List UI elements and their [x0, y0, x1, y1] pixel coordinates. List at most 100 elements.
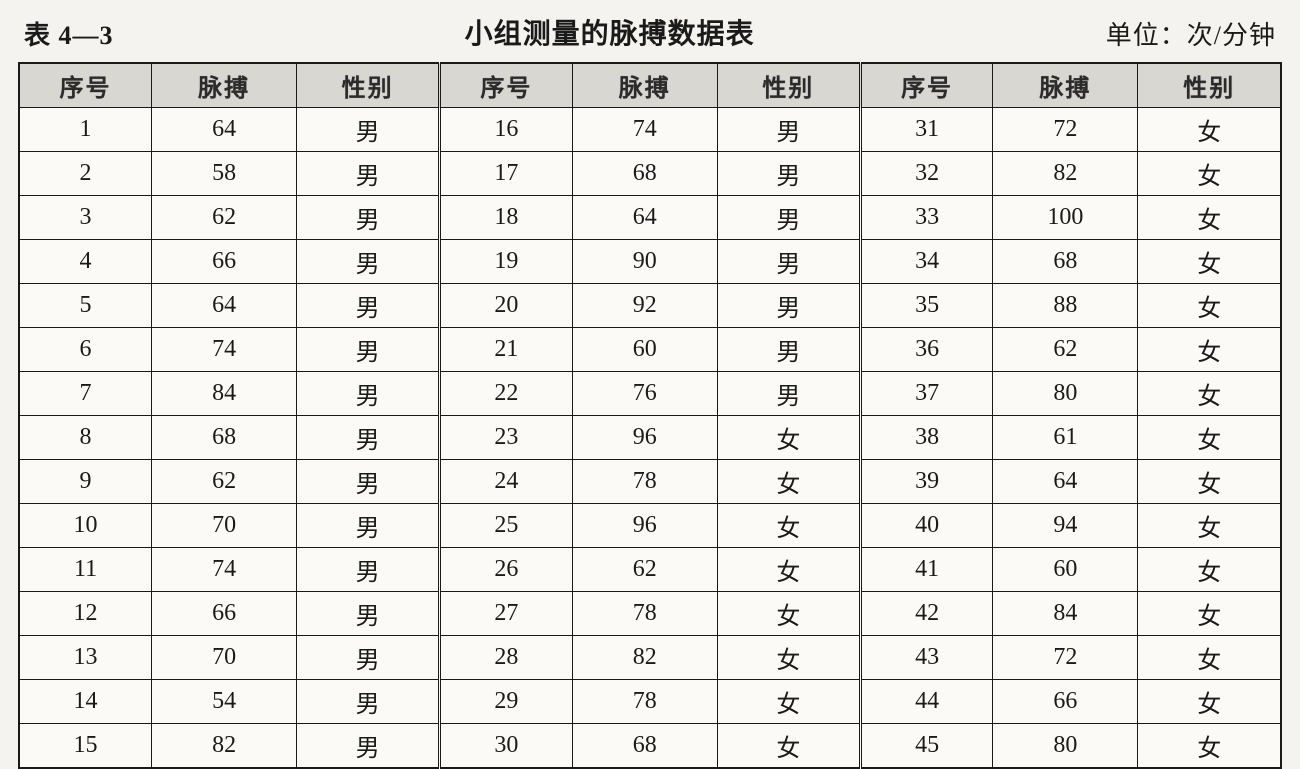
cell-seq: 42: [860, 592, 993, 636]
cell-pulse: 82: [993, 152, 1138, 196]
cell-seq: 30: [440, 724, 573, 769]
cell-seq: 21: [440, 328, 573, 372]
cell-seq: 6: [19, 328, 152, 372]
table-row: 258男1768男3282女: [19, 152, 1281, 196]
cell-seq: 28: [440, 636, 573, 680]
cell-pulse: 70: [152, 636, 297, 680]
cell-seq: 16: [440, 108, 573, 152]
cell-seq: 44: [860, 680, 993, 724]
cell-gender: 男: [297, 680, 440, 724]
col-gender: 性别: [1138, 63, 1281, 108]
col-gender: 性别: [297, 63, 440, 108]
cell-seq: 1: [19, 108, 152, 152]
table-row: 784男2276男3780女: [19, 372, 1281, 416]
cell-seq: 3: [19, 196, 152, 240]
cell-seq: 4: [19, 240, 152, 284]
cell-pulse: 96: [572, 416, 717, 460]
cell-pulse: 74: [152, 328, 297, 372]
cell-seq: 43: [860, 636, 993, 680]
cell-gender: 女: [1138, 108, 1281, 152]
cell-seq: 41: [860, 548, 993, 592]
table-row: 362男1864男33100女: [19, 196, 1281, 240]
cell-seq: 25: [440, 504, 573, 548]
col-seq: 序号: [860, 63, 993, 108]
cell-gender: 男: [717, 328, 860, 372]
cell-pulse: 66: [993, 680, 1138, 724]
cell-seq: 15: [19, 724, 152, 769]
cell-seq: 23: [440, 416, 573, 460]
table-header: 序号 脉搏 性别 序号 脉搏 性别 序号 脉搏 性别: [19, 63, 1281, 108]
col-pulse: 脉搏: [993, 63, 1138, 108]
cell-pulse: 64: [993, 460, 1138, 504]
cell-seq: 19: [440, 240, 573, 284]
cell-pulse: 54: [152, 680, 297, 724]
cell-pulse: 70: [152, 504, 297, 548]
cell-pulse: 92: [572, 284, 717, 328]
cell-pulse: 78: [572, 460, 717, 504]
cell-pulse: 68: [572, 724, 717, 769]
cell-gender: 男: [717, 372, 860, 416]
col-seq: 序号: [19, 63, 152, 108]
cell-gender: 男: [717, 152, 860, 196]
cell-gender: 女: [717, 724, 860, 769]
cell-gender: 女: [717, 504, 860, 548]
cell-pulse: 68: [152, 416, 297, 460]
cell-pulse: 78: [572, 680, 717, 724]
cell-gender: 男: [297, 196, 440, 240]
col-pulse: 脉搏: [152, 63, 297, 108]
cell-pulse: 68: [993, 240, 1138, 284]
cell-gender: 男: [297, 460, 440, 504]
table-label: 表 4—3: [24, 15, 114, 52]
cell-pulse: 94: [993, 504, 1138, 548]
cell-gender: 女: [1138, 284, 1281, 328]
cell-gender: 男: [297, 636, 440, 680]
cell-pulse: 80: [993, 724, 1138, 769]
cell-pulse: 68: [572, 152, 717, 196]
cell-gender: 女: [717, 636, 860, 680]
cell-pulse: 62: [152, 196, 297, 240]
cell-pulse: 64: [152, 284, 297, 328]
cell-seq: 2: [19, 152, 152, 196]
cell-gender: 女: [1138, 416, 1281, 460]
table-row: 1070男2596女4094女: [19, 504, 1281, 548]
cell-pulse: 66: [152, 240, 297, 284]
table-title: 小组测量的脉搏数据表: [114, 12, 1106, 52]
cell-gender: 女: [1138, 240, 1281, 284]
cell-pulse: 82: [152, 724, 297, 769]
cell-seq: 45: [860, 724, 993, 769]
cell-gender: 男: [297, 240, 440, 284]
cell-gender: 男: [297, 284, 440, 328]
cell-seq: 24: [440, 460, 573, 504]
cell-pulse: 90: [572, 240, 717, 284]
cell-seq: 12: [19, 592, 152, 636]
cell-gender: 女: [1138, 592, 1281, 636]
cell-gender: 女: [717, 548, 860, 592]
cell-gender: 女: [1138, 460, 1281, 504]
cell-gender: 女: [1138, 196, 1281, 240]
cell-pulse: 84: [152, 372, 297, 416]
cell-pulse: 88: [993, 284, 1138, 328]
cell-seq: 27: [440, 592, 573, 636]
cell-gender: 男: [297, 328, 440, 372]
cell-seq: 17: [440, 152, 573, 196]
cell-seq: 36: [860, 328, 993, 372]
cell-gender: 女: [1138, 372, 1281, 416]
col-gender: 性别: [717, 63, 860, 108]
cell-seq: 33: [860, 196, 993, 240]
cell-gender: 女: [1138, 680, 1281, 724]
cell-pulse: 74: [152, 548, 297, 592]
cell-seq: 22: [440, 372, 573, 416]
cell-gender: 男: [717, 108, 860, 152]
cell-gender: 女: [717, 460, 860, 504]
cell-seq: 37: [860, 372, 993, 416]
cell-pulse: 74: [572, 108, 717, 152]
table-unit: 单位：次/分钟: [1106, 15, 1276, 52]
cell-seq: 14: [19, 680, 152, 724]
cell-gender: 女: [1138, 328, 1281, 372]
cell-pulse: 62: [993, 328, 1138, 372]
cell-pulse: 61: [993, 416, 1138, 460]
cell-gender: 女: [1138, 504, 1281, 548]
cell-gender: 男: [717, 196, 860, 240]
table-row: 962男2478女3964女: [19, 460, 1281, 504]
cell-pulse: 80: [993, 372, 1138, 416]
